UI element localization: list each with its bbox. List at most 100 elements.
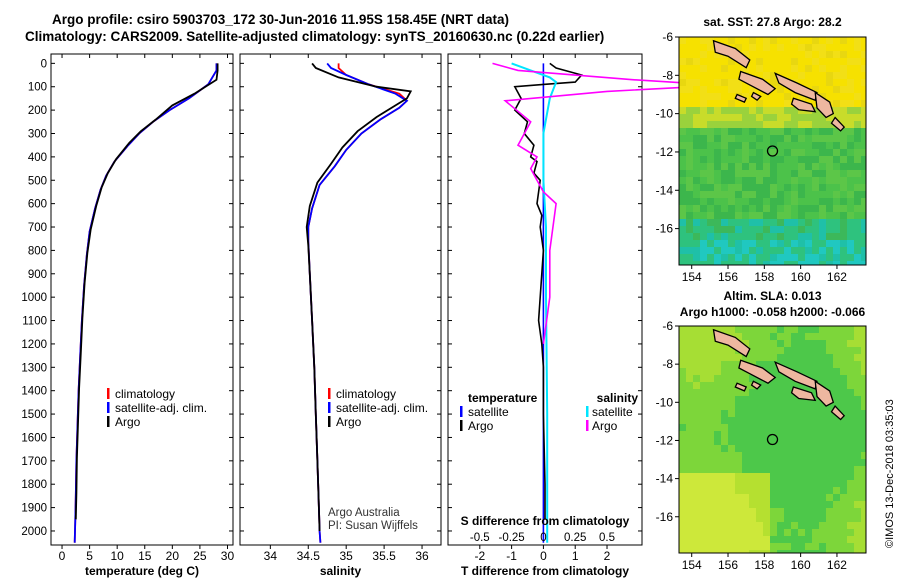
plot-frame: [50, 53, 234, 546]
depth-tick-label: 200: [28, 105, 47, 117]
map-x-tick-label: 162: [827, 270, 847, 284]
island-shape: [750, 380, 762, 390]
depth-tick-label: 400: [28, 152, 47, 164]
copyright-footer: ©IMOS 13-Dec-2018 03:35:03: [884, 399, 896, 548]
x-top-tick-label: 0.5: [599, 532, 615, 544]
map-y-tick-label: -6: [662, 319, 673, 333]
map-title: sat. SST: 27.8 Argo: 28.2: [703, 15, 842, 29]
legend-label: satellite-adj. clim.: [336, 401, 428, 415]
series-line-salinity-satellite: [511, 62, 558, 543]
map-y-tick-label: -10: [656, 395, 674, 409]
depth-tick-label: 1600: [21, 432, 47, 444]
argo-float-position-marker: [766, 145, 779, 157]
depth-tick-label: 0: [41, 58, 47, 70]
map-y-tick-label: -16: [656, 222, 674, 236]
sst-field: [679, 37, 866, 265]
map-y-tick-label: -8: [662, 357, 673, 371]
map-x-tick-label: 156: [718, 558, 738, 572]
island-shape: [774, 360, 818, 390]
x-top-tick-label: -0.5: [470, 532, 490, 544]
map-panel-2: 154 156 158 160 162 -6 -8 -10 -12 -14 -16 Altim. SL…: [656, 289, 867, 572]
legend-swatch: [107, 402, 110, 413]
map-x-tick-label: 160: [791, 558, 811, 572]
x-axis-label: temperature (deg C): [85, 564, 199, 578]
depth-tick-label: 1200: [21, 339, 47, 351]
x-top-tick-label: 0: [540, 532, 546, 544]
legend-label: Argo: [592, 419, 618, 433]
legend-swatch: [586, 420, 589, 431]
depth-tick-label: 1400: [21, 386, 47, 398]
island-shape: [790, 97, 817, 113]
series-line-argo: [74, 63, 219, 520]
map-x-tick-label: 154: [682, 270, 702, 284]
legend-title: salinity: [597, 391, 639, 405]
map-y-tick-label: -10: [656, 107, 674, 121]
legend-swatch: [328, 388, 331, 399]
legend-swatch: [460, 420, 463, 431]
depth-tick-label: 800: [28, 245, 47, 257]
legend-label: climatology: [115, 387, 175, 401]
x-tick-label: -1: [506, 549, 517, 563]
map-x-tick-label: 162: [827, 558, 847, 572]
x-top-tick-label: 0.25: [564, 532, 586, 544]
depth-tick-label: 600: [28, 199, 47, 211]
map-subtitle: Argo h1000: -0.058 h2000: -0.066: [680, 305, 866, 319]
x-top-tick-label: -0.25: [498, 532, 524, 544]
depth-tick-label: 1800: [21, 479, 47, 491]
sla-field: [679, 326, 866, 553]
x-axis-label: salinity: [320, 564, 362, 578]
island-shape: [830, 405, 846, 421]
legend-label: satellite: [592, 405, 633, 419]
profile-panel-1: 0 5 10 15 20 25 30 temperature (deg C) 0 100 200 30…: [21, 53, 234, 578]
map-y-tick-label: -6: [662, 30, 673, 44]
x-tick-label: 5: [86, 549, 93, 563]
map-y-tick-label: -16: [656, 510, 674, 524]
map-x-tick-label: 158: [754, 558, 774, 572]
depth-tick-label: 300: [28, 128, 47, 140]
legend-swatch: [586, 406, 589, 417]
map-y-tick-label: -12: [656, 433, 674, 447]
map-y-tick-label: -14: [656, 472, 674, 486]
legend-label: climatology: [336, 387, 396, 401]
map-y-tick-label: -8: [662, 68, 673, 82]
x-tick-label: 34: [264, 549, 278, 563]
annotation-text: PI: Susan Wijffels: [328, 520, 418, 532]
x-tick-label: 35: [340, 549, 354, 563]
map-x-tick-label: 160: [791, 270, 811, 284]
map-y-tick-label: -14: [656, 183, 674, 197]
legend-label: Argo: [115, 415, 141, 429]
x-tick-label: 2: [604, 549, 611, 563]
x-tick-label: -2: [474, 549, 485, 563]
island-shape: [790, 386, 817, 402]
profile-panel-3: -2 -1 0 1 2T difference from climatology-0.5…: [447, 53, 709, 578]
legend-swatch: [107, 416, 110, 427]
depth-tick-label: 100: [28, 82, 47, 94]
x-tick-label: 1: [572, 549, 579, 563]
series-line-argo: [305, 62, 413, 532]
map-panel-1: 154 156 158 160 162 -6 -8 -10 -12 -14 -16 sat. SST:…: [656, 15, 867, 284]
island-shape: [814, 91, 835, 119]
island-shape: [814, 379, 835, 407]
depth-tick-label: 1300: [21, 362, 47, 374]
depth-tick-label: 2000: [21, 526, 47, 538]
header-line-2: Climatology: CARS2009. Satellite-adjuste…: [25, 29, 604, 44]
depth-tick-label: 1500: [21, 409, 47, 421]
map-frame: [678, 36, 867, 266]
legend-label: satellite: [468, 405, 509, 419]
island-shape: [738, 359, 777, 384]
island-shape: [734, 382, 748, 392]
depth-tick-label: 500: [28, 175, 47, 187]
x-tick-label: 15: [138, 549, 152, 563]
plot-frame: [239, 53, 442, 546]
depth-tick-label: 1000: [21, 292, 47, 304]
legend-swatch: [328, 402, 331, 413]
island-shape: [830, 116, 846, 132]
depth-tick-label: 1900: [21, 503, 47, 515]
legend-label: Argo: [468, 419, 494, 433]
depth-tick-label: 900: [28, 269, 47, 281]
x-tick-label: 34.5: [297, 549, 321, 563]
x-tick-label: 0: [540, 549, 547, 563]
map-frame: [678, 325, 867, 554]
argo-float-position-marker: [766, 433, 779, 446]
map-title: Altim. SLA: 0.013: [723, 289, 821, 303]
